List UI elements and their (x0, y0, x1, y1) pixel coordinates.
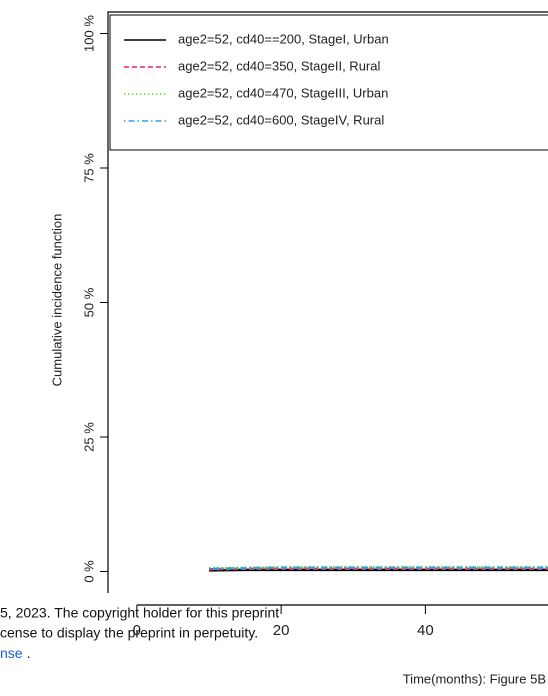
y-tick-label: 100 % (81, 15, 96, 52)
series-line (208, 566, 548, 571)
legend-label: age2=52, cd40==200, StageI, Urban (178, 31, 389, 46)
x-tick-label: 0 (133, 622, 141, 639)
y-tick-label: 50 % (81, 287, 96, 317)
license-link[interactable]: nse (0, 645, 23, 661)
legend-label: age2=52, cd40=470, StageIII, Urban (178, 85, 388, 100)
legend-label: age2=52, cd40=600, StageIV, Rural (178, 112, 384, 127)
preprint-notice: nse. (0, 645, 30, 661)
x-tick-label: 20 (273, 622, 290, 639)
x-axis-label: Time(months): Figure 5B (403, 671, 546, 686)
preprint-notice: 5, 2023. The copyright holder for this p… (0, 605, 279, 621)
preprint-notice: . (27, 645, 31, 661)
preprint-notice: cense to display the preprint in perpetu… (0, 625, 258, 641)
legend-box (109, 14, 548, 151)
y-tick-label: 25 % (81, 422, 96, 452)
y-tick-label: 75 % (81, 153, 96, 183)
plot-frame (107, 11, 548, 593)
y-tick-label: 0 % (81, 560, 96, 583)
legend-label: age2=52, cd40=350, StageII, Rural (178, 58, 380, 73)
y-axis-label: Cumulative incidence function (49, 214, 64, 387)
x-tick-label: 40 (417, 622, 434, 639)
